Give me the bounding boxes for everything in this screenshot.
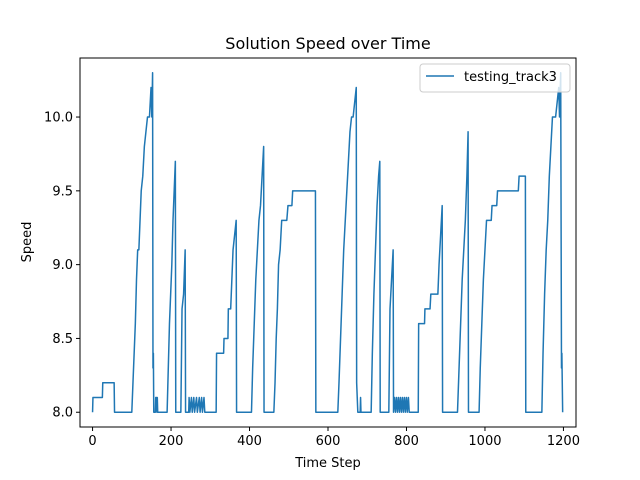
chart-title: Solution Speed over Time <box>225 34 430 53</box>
x-tick-label: 0 <box>88 434 96 449</box>
x-axis: 0 200 400 600 800 1000 1200 <box>88 427 580 449</box>
x-tick-label: 800 <box>394 434 419 449</box>
series-line-testing_track3 <box>91 72 564 413</box>
y-tick-label: 9.0 <box>52 258 73 273</box>
y-tick-label: 8.0 <box>52 406 73 421</box>
legend-entry-label: testing_track3 <box>464 70 557 85</box>
x-tick-label: 600 <box>316 434 341 449</box>
y-axis: 8.0 8.5 9.0 9.5 10.0 <box>44 111 80 421</box>
x-tick-label: 200 <box>159 434 184 449</box>
y-tick-label: 9.5 <box>52 184 73 199</box>
plot-area <box>91 72 564 413</box>
y-tick-label: 8.5 <box>52 332 73 347</box>
legend-box <box>419 63 571 93</box>
y-tick-label: 10.0 <box>44 111 73 126</box>
y-axis-label: Speed <box>20 222 35 263</box>
x-axis-label: Time Step <box>294 456 361 471</box>
x-tick-label: 1000 <box>468 434 501 449</box>
legend: testing_track3 <box>419 63 571 93</box>
x-tick-label: 400 <box>237 434 262 449</box>
x-tick-label: 1200 <box>547 434 580 449</box>
